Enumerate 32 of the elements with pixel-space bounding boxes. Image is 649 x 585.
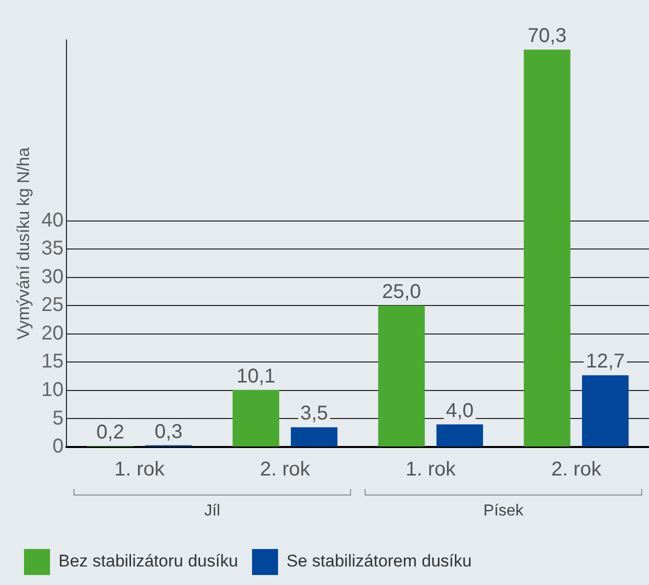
y-tick-label: 25 xyxy=(41,294,64,316)
bar xyxy=(524,50,570,446)
x-tick-label: 2. rok xyxy=(260,458,312,481)
data-label: 4,0 xyxy=(446,400,474,422)
y-axis-title: Vymývání dusíku kg N/ha xyxy=(14,146,33,340)
data-label: 3,5 xyxy=(300,402,328,425)
bar xyxy=(582,375,629,446)
x-tick-label: 1. rok xyxy=(406,458,457,481)
y-tick-label: 35 xyxy=(41,238,64,260)
y-tick-label: 30 xyxy=(41,266,64,288)
y-tick-label: 40 xyxy=(41,209,64,232)
data-label: 0,3 xyxy=(154,420,182,443)
data-label: 10,1 xyxy=(236,365,276,388)
x-tick-label: 1. rok xyxy=(114,458,166,481)
data-label: 70,3 xyxy=(528,25,567,48)
x-tick-label: 2. rok xyxy=(551,458,602,481)
text: Písek xyxy=(483,502,524,520)
y-tick-label: 10 xyxy=(41,378,64,401)
legend-label: Bez stabilizátoru dusíku xyxy=(58,552,238,571)
y-tick-label: 15 xyxy=(41,350,64,373)
bar xyxy=(436,424,484,446)
bar xyxy=(378,306,425,446)
data-label: 25,0 xyxy=(382,281,421,304)
y-tick-label: 20 xyxy=(41,322,64,344)
legend-label: Se stabilizátorem dusíku xyxy=(286,552,472,571)
text: Jíl xyxy=(204,502,220,520)
data-label: 0,2 xyxy=(96,421,124,444)
y-tick-label: 0 xyxy=(52,436,64,458)
data-label: 12,7 xyxy=(586,350,625,373)
bar xyxy=(290,427,338,446)
y-tick-label: 5 xyxy=(52,407,64,430)
bar xyxy=(232,390,280,446)
